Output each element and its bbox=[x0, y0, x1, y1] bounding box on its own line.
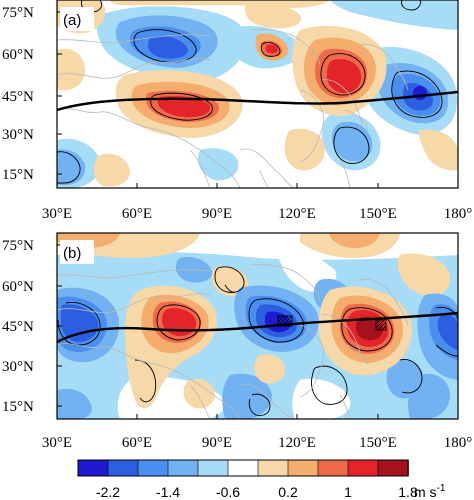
colorbar-unit: m s-1 bbox=[414, 483, 446, 500]
lat-tick-label: 30°N bbox=[2, 359, 34, 375]
colorbar-swatch bbox=[77, 459, 109, 477]
lat-tick-label: 15°N bbox=[2, 167, 34, 183]
jet-axis-a bbox=[57, 90, 458, 112]
lat-tick-label: 45°N bbox=[2, 89, 34, 105]
lon-tick-label: 120°E bbox=[278, 435, 316, 451]
panel-b-field bbox=[57, 233, 458, 419]
colorbar-tick-label: -2.2 bbox=[96, 484, 120, 500]
panel-b: (b) 75°N 60°N 45°N 30°N 15°N 30°E 60°E 9… bbox=[2, 232, 473, 451]
lon-tick-label: 150°E bbox=[359, 435, 397, 451]
colorbar-swatch bbox=[287, 459, 319, 477]
lat-tick-label: 75°N bbox=[2, 238, 34, 254]
lon-tick-label: 90°E bbox=[202, 435, 232, 451]
colorbar: -2.2 -1.4 -0.6 0.2 1 1.8 m s-1 bbox=[77, 459, 446, 500]
colorbar-swatch bbox=[227, 459, 259, 477]
lat-tick-label: 45°N bbox=[2, 319, 34, 335]
panel-a-label: (a) bbox=[63, 12, 81, 29]
colorbar-tick-label: -0.6 bbox=[216, 484, 240, 500]
colorbar-swatch bbox=[317, 459, 349, 477]
lon-tick-label: 180° bbox=[444, 206, 473, 222]
panel-a: (a) 75°N 60°N 45°N 30°N 15°N 30°E 60°E 9… bbox=[2, 0, 472, 222]
panel-b-label: (b) bbox=[63, 245, 81, 262]
lon-tick-label: 60°E bbox=[122, 206, 152, 222]
colorbar-tick-label: 1 bbox=[344, 484, 352, 500]
lon-tick-label: 90°E bbox=[202, 206, 232, 222]
lon-tick-label: 60°E bbox=[122, 435, 152, 451]
colorbar-swatch bbox=[107, 459, 139, 477]
colorbar-swatch bbox=[137, 459, 169, 477]
jet-axis-b bbox=[57, 311, 458, 344]
lat-tick-label: 30°N bbox=[2, 127, 34, 143]
colorbar-tick-label: -1.4 bbox=[156, 484, 180, 500]
lat-tick-label: 75°N bbox=[2, 5, 34, 21]
significance-hatch bbox=[375, 319, 387, 331]
significance-hatch bbox=[277, 315, 293, 327]
colorbar-tick-label: 1.8 bbox=[398, 484, 418, 500]
lat-tick-label: 15°N bbox=[2, 399, 34, 415]
lon-tick-label: 120°E bbox=[278, 206, 316, 222]
lat-tick-label: 60°N bbox=[2, 279, 34, 295]
panel-a-field bbox=[57, 0, 458, 188]
lat-tick-label: 60°N bbox=[2, 47, 34, 63]
colorbar-tick-label: 0.2 bbox=[278, 484, 298, 500]
colorbar-swatch bbox=[167, 459, 199, 477]
lon-tick-label: 30°E bbox=[42, 206, 72, 222]
colorbar-swatch bbox=[257, 459, 289, 477]
lon-tick-label: 30°E bbox=[42, 435, 72, 451]
colorbar-swatch bbox=[347, 459, 379, 477]
lon-tick-label: 180° bbox=[444, 435, 473, 451]
colorbar-swatch bbox=[377, 459, 409, 477]
lon-tick-label: 150°E bbox=[359, 206, 397, 222]
colorbar-swatch bbox=[197, 459, 229, 477]
